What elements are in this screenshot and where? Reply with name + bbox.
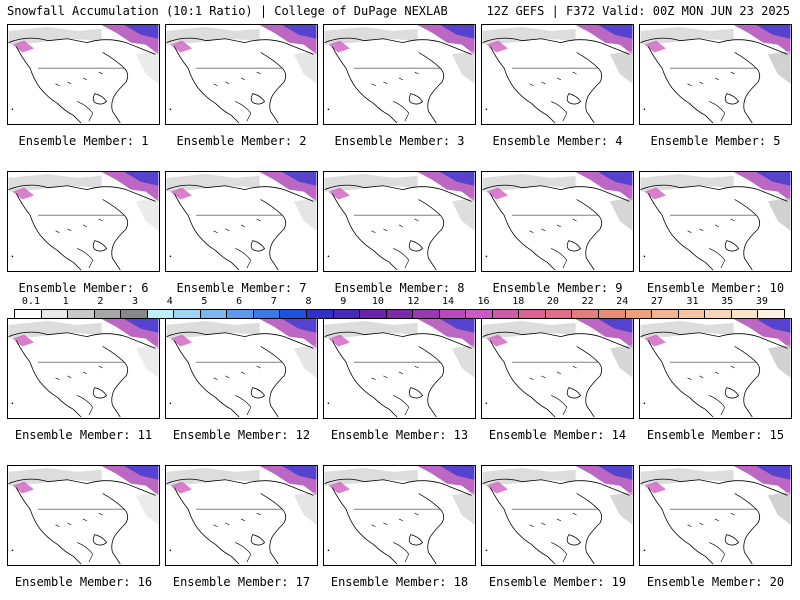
colorbar-swatch xyxy=(68,310,95,318)
colorbar-swatch xyxy=(307,310,334,318)
colorbar-swatch xyxy=(545,310,573,318)
colorbar-tick-label: 31 xyxy=(686,296,699,307)
ensemble-member-caption: Ensemble Member: 17 xyxy=(172,575,311,589)
colorbar-tick-label: 6 xyxy=(236,296,243,307)
colorbar-tick-label: 2 xyxy=(97,296,104,307)
colorbar-swatch xyxy=(121,310,148,318)
colorbar-swatch xyxy=(360,310,387,318)
snowfall-map xyxy=(165,24,318,125)
snowfall-map xyxy=(7,465,160,566)
snowfall-map xyxy=(7,318,160,419)
colorbar-swatch xyxy=(599,310,626,318)
ensemble-member-caption: Ensemble Member: 20 xyxy=(646,575,785,589)
snowfall-map xyxy=(165,465,318,566)
ensemble-member-caption: Ensemble Member: 16 xyxy=(14,575,153,589)
snowfall-map xyxy=(165,318,318,419)
colorbar-swatch xyxy=(227,310,254,318)
colorbar-swatch xyxy=(413,310,440,318)
colorbar-swatch xyxy=(15,310,42,318)
colorbar-swatch xyxy=(386,310,414,318)
ensemble-member-caption: Ensemble Member: 6 xyxy=(18,281,149,295)
colorbar-swatch xyxy=(147,310,175,318)
colorbar-tick-label: 20 xyxy=(546,296,559,307)
colorbar-swatch xyxy=(731,310,759,318)
colorbar-swatch xyxy=(466,310,493,318)
colorbar-swatch xyxy=(572,310,600,318)
ensemble-member-caption: Ensemble Member: 15 xyxy=(646,428,785,442)
colorbar-swatch xyxy=(439,310,467,318)
ensemble-member-caption: Ensemble Member: 7 xyxy=(176,281,307,295)
ensemble-member-caption: Ensemble Member: 2 xyxy=(176,134,307,148)
colorbar-tick-label: 12 xyxy=(407,296,420,307)
map-title: Snowfall Accumulation (10:1 Ratio) | Col… xyxy=(7,4,448,18)
colorbar-tick-label: 16 xyxy=(477,296,490,307)
colorbar-tick-label: 35 xyxy=(721,296,734,307)
ensemble-member-caption: Ensemble Member: 9 xyxy=(492,281,623,295)
colorbar-swatch xyxy=(280,310,308,318)
colorbar xyxy=(14,309,785,319)
colorbar-tick-label: 27 xyxy=(650,296,664,307)
snowfall-map xyxy=(481,171,634,272)
snowfall-map xyxy=(7,171,160,272)
colorbar-tick-label: 10 xyxy=(371,296,384,307)
colorbar-swatch xyxy=(492,310,520,318)
colorbar-tick-label: 24 xyxy=(616,296,629,307)
snowfall-map xyxy=(323,318,476,419)
colorbar-tick-label: 14 xyxy=(442,296,455,307)
colorbar-swatch xyxy=(174,310,201,318)
snowfall-map xyxy=(323,465,476,566)
colorbar-tick-label: 1 xyxy=(62,296,69,307)
ensemble-member-caption: Ensemble Member: 10 xyxy=(646,281,785,295)
snowfall-map xyxy=(481,465,634,566)
ensemble-member-caption: Ensemble Member: 18 xyxy=(330,575,469,589)
colorbar-legend: 0.1 1 2 3 4 5 6 7 8 9 10 12 14 16 18 20 22 24 27 31 35 39 xyxy=(14,296,785,319)
colorbar-labels: 0.1 1 2 3 4 5 6 7 8 9 10 12 14 16 18 20 22 24 27 31 35 39 xyxy=(14,296,785,308)
colorbar-tick-label: 22 xyxy=(581,296,594,307)
colorbar-tick-label: 9 xyxy=(340,296,347,307)
colorbar-swatch xyxy=(705,310,732,318)
snowfall-map xyxy=(639,24,792,125)
ensemble-member-caption: Ensemble Member: 19 xyxy=(488,575,627,589)
ensemble-member-caption: Ensemble Member: 13 xyxy=(330,428,469,442)
ensemble-member-caption: Ensemble Member: 3 xyxy=(334,134,465,148)
snowfall-map xyxy=(639,318,792,419)
colorbar-swatch xyxy=(758,310,784,318)
snowfall-map xyxy=(639,171,792,272)
ensemble-member-caption: Ensemble Member: 4 xyxy=(492,134,623,148)
snowfall-map xyxy=(323,171,476,272)
colorbar-swatch xyxy=(200,310,228,318)
snowfall-map xyxy=(481,24,634,125)
snowfall-map xyxy=(323,24,476,125)
ensemble-member-caption: Ensemble Member: 5 xyxy=(650,134,781,148)
ensemble-member-caption: Ensemble Member: 12 xyxy=(172,428,311,442)
snowfall-map xyxy=(639,465,792,566)
ensemble-member-caption: Ensemble Member: 8 xyxy=(334,281,465,295)
snowfall-map xyxy=(481,318,634,419)
valid-time: 12Z GEFS | F372 Valid: 00Z MON JUN 23 20… xyxy=(486,4,790,18)
colorbar-swatch xyxy=(652,310,679,318)
colorbar-tick-label: 0.1 xyxy=(21,296,40,307)
colorbar-swatch xyxy=(333,310,361,318)
colorbar-tick-label: 5 xyxy=(201,296,208,307)
colorbar-tick-label: 3 xyxy=(132,296,139,307)
colorbar-tick-label: 18 xyxy=(512,296,525,307)
ensemble-member-caption: Ensemble Member: 11 xyxy=(14,428,153,442)
snowfall-map xyxy=(7,24,160,125)
colorbar-swatch xyxy=(253,310,281,318)
colorbar-tick-label: 4 xyxy=(166,296,173,307)
colorbar-tick-label: 7 xyxy=(270,296,277,307)
colorbar-tick-label: 8 xyxy=(305,296,312,307)
colorbar-swatch xyxy=(678,310,706,318)
colorbar-swatch xyxy=(94,310,122,318)
colorbar-tick-label: 39 xyxy=(755,296,768,307)
colorbar-swatch xyxy=(41,310,69,318)
snowfall-map xyxy=(165,171,318,272)
ensemble-member-caption: Ensemble Member: 14 xyxy=(488,428,627,442)
colorbar-swatch xyxy=(519,310,546,318)
ensemble-member-caption: Ensemble Member: 1 xyxy=(18,134,149,148)
colorbar-swatch xyxy=(625,310,653,318)
